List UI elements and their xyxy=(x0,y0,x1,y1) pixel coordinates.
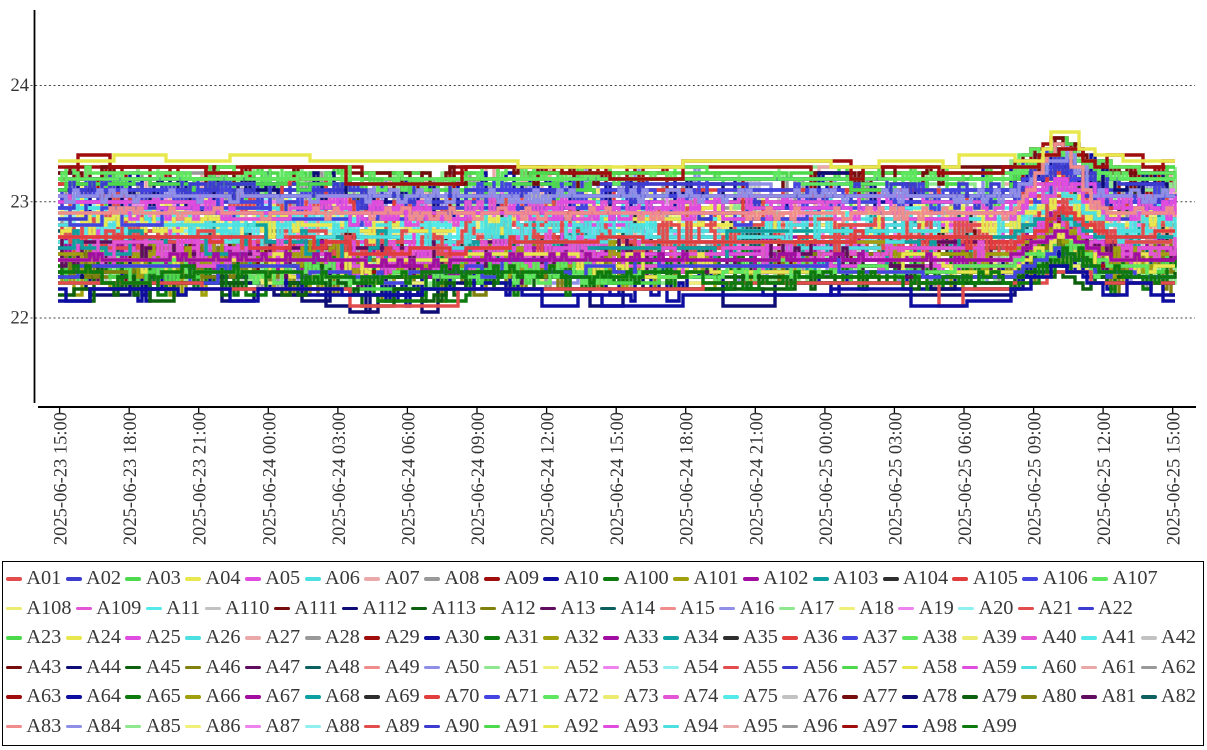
svg-text:2025-06-24 18:00: 2025-06-24 18:00 xyxy=(678,412,698,545)
svg-text:24: 24 xyxy=(11,76,30,96)
svg-text:2025-06-24 12:00: 2025-06-24 12:00 xyxy=(539,412,559,545)
svg-text:2025-06-24 15:00: 2025-06-24 15:00 xyxy=(608,412,628,545)
svg-text:2025-06-23 18:00: 2025-06-23 18:00 xyxy=(121,412,141,545)
svg-text:2025-06-23 15:00: 2025-06-23 15:00 xyxy=(52,412,72,545)
svg-text:2025-06-25 06:00: 2025-06-25 06:00 xyxy=(956,412,976,545)
svg-text:23: 23 xyxy=(11,192,30,212)
svg-text:2025-06-24 21:00: 2025-06-24 21:00 xyxy=(747,412,767,545)
svg-text:2025-06-24 03:00: 2025-06-24 03:00 xyxy=(330,412,350,545)
svg-text:2025-06-25 12:00: 2025-06-25 12:00 xyxy=(1095,412,1115,545)
svg-text:2025-06-25 09:00: 2025-06-25 09:00 xyxy=(1026,412,1046,545)
svg-text:2025-06-24 06:00: 2025-06-24 06:00 xyxy=(399,412,419,545)
svg-text:2025-06-24 09:00: 2025-06-24 09:00 xyxy=(469,412,489,545)
svg-text:22: 22 xyxy=(11,309,30,329)
svg-text:2025-06-24 00:00: 2025-06-24 00:00 xyxy=(260,412,280,545)
svg-text:2025-06-25 00:00: 2025-06-25 00:00 xyxy=(817,412,837,545)
svg-text:2025-06-23 21:00: 2025-06-23 21:00 xyxy=(191,412,211,545)
svg-text:2025-06-25 03:00: 2025-06-25 03:00 xyxy=(886,412,906,545)
svg-text:2025-06-25 15:00: 2025-06-25 15:00 xyxy=(1165,412,1185,545)
